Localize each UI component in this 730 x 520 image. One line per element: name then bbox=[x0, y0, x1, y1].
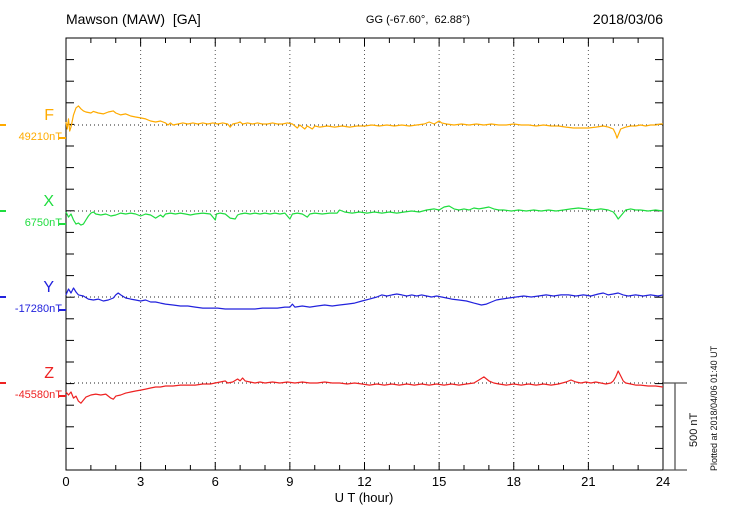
x-tick-label: 18 bbox=[506, 474, 521, 489]
trace-F bbox=[65, 105, 663, 139]
plotted-timestamp-note: Plotted at 2018/04/06 01:40 UT bbox=[709, 345, 719, 471]
series-letter-Y: Y bbox=[43, 279, 54, 296]
series-value-Z: -45580nT bbox=[14, 389, 62, 401]
x-tick-label: 15 bbox=[431, 474, 447, 489]
x-tick-label: 21 bbox=[581, 474, 596, 489]
series-value-Y: -17280nT bbox=[14, 303, 62, 315]
x-tick-label: 12 bbox=[357, 474, 372, 489]
series-letter-F: F bbox=[44, 107, 54, 124]
series-letter-X: X bbox=[43, 193, 54, 210]
x-tick-label: 24 bbox=[655, 474, 671, 489]
x-axis-title: U T (hour) bbox=[334, 490, 394, 505]
station-title: Mawson (MAW) [GA] bbox=[66, 11, 201, 27]
x-tick-label: 9 bbox=[286, 474, 294, 489]
trace-X bbox=[65, 205, 664, 226]
x-tick-label: 6 bbox=[211, 474, 219, 489]
series-value-X: 6750nT bbox=[24, 217, 62, 229]
trace-Y bbox=[65, 287, 664, 310]
series-value-F: 49210nT bbox=[18, 131, 62, 143]
scale-bar-label: 500 nT bbox=[688, 412, 700, 447]
x-tick-label: 3 bbox=[137, 474, 145, 489]
trace-Z bbox=[65, 370, 664, 404]
x-tick-label: 0 bbox=[62, 474, 70, 489]
plot-date: 2018/03/06 bbox=[592, 11, 663, 27]
geographic-coords: GG (-67.60°, 62.88°) bbox=[365, 14, 471, 26]
series-letter-Z: Z bbox=[44, 365, 54, 382]
